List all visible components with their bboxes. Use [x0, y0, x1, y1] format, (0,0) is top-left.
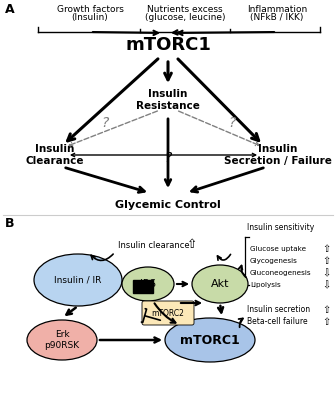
Text: Lipolysis: Lipolysis — [250, 282, 281, 288]
Text: ⇧: ⇧ — [322, 244, 330, 254]
Text: Insulin
Secretion / Failure: Insulin Secretion / Failure — [224, 144, 332, 166]
Ellipse shape — [27, 320, 97, 360]
Text: ?: ? — [228, 116, 236, 130]
Text: Akt: Akt — [211, 279, 229, 289]
Text: ⇧: ⇧ — [187, 238, 197, 252]
Text: Glucose uptake: Glucose uptake — [250, 246, 306, 252]
Text: Insulin secretion: Insulin secretion — [247, 306, 310, 314]
Text: (Insulin): (Insulin) — [72, 13, 109, 22]
Text: IRS: IRS — [140, 279, 156, 289]
Text: mTORC1: mTORC1 — [180, 334, 240, 346]
Text: ?: ? — [164, 151, 172, 165]
Text: ?: ? — [101, 116, 109, 130]
Text: Glycogenesis: Glycogenesis — [250, 258, 298, 264]
Text: Growth factors: Growth factors — [56, 5, 123, 14]
Text: Erk
p90RSK: Erk p90RSK — [44, 330, 80, 350]
Text: Insulin clearance: Insulin clearance — [118, 240, 190, 250]
Bar — [133, 280, 153, 293]
Text: Gluconeogenesis: Gluconeogenesis — [250, 270, 311, 276]
Text: Glycemic Control: Glycemic Control — [115, 200, 221, 210]
Text: Insulin
Resistance: Insulin Resistance — [136, 89, 200, 111]
Text: ⇩: ⇩ — [322, 268, 330, 278]
Text: ⇩: ⇩ — [322, 280, 330, 290]
Text: Insulin
Clearance: Insulin Clearance — [26, 144, 84, 166]
Text: Insulin sensitivity: Insulin sensitivity — [247, 224, 314, 232]
FancyBboxPatch shape — [142, 301, 194, 325]
Ellipse shape — [165, 318, 255, 362]
Text: mTORC2: mTORC2 — [152, 308, 184, 318]
Text: ⇧: ⇧ — [322, 317, 330, 327]
Text: (glucose, leucine): (glucose, leucine) — [145, 13, 225, 22]
Text: Nutrients excess: Nutrients excess — [147, 5, 223, 14]
Text: A: A — [5, 3, 15, 16]
Text: Insulin / IR: Insulin / IR — [54, 276, 102, 284]
Text: B: B — [5, 217, 14, 230]
Text: mTORC1: mTORC1 — [125, 36, 211, 54]
Text: (NFkB / IKK): (NFkB / IKK) — [250, 13, 304, 22]
Ellipse shape — [192, 265, 248, 303]
Ellipse shape — [122, 267, 174, 301]
Text: ⇧: ⇧ — [322, 256, 330, 266]
Text: ⇧: ⇧ — [322, 305, 330, 315]
Text: Beta-cell failure: Beta-cell failure — [247, 318, 308, 326]
Text: Inflammation: Inflammation — [247, 5, 307, 14]
Ellipse shape — [34, 254, 122, 306]
